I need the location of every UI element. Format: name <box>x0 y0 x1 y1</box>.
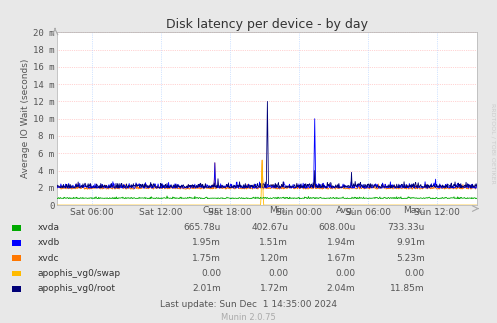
Text: 1.20m: 1.20m <box>259 254 288 263</box>
Text: 608.00u: 608.00u <box>318 223 355 232</box>
Text: Last update: Sun Dec  1 14:35:00 2024: Last update: Sun Dec 1 14:35:00 2024 <box>160 300 337 309</box>
Text: 0.00: 0.00 <box>268 269 288 278</box>
Text: 1.95m: 1.95m <box>192 238 221 247</box>
Text: Munin 2.0.75: Munin 2.0.75 <box>221 313 276 322</box>
Text: 0.00: 0.00 <box>405 269 425 278</box>
Text: 733.33u: 733.33u <box>388 223 425 232</box>
Text: Max:: Max: <box>404 206 425 215</box>
Text: Cur:: Cur: <box>203 206 221 215</box>
Text: xvdc: xvdc <box>37 254 59 263</box>
Text: 1.72m: 1.72m <box>259 284 288 293</box>
Text: RRDTOOL / TOBI OETIKER: RRDTOOL / TOBI OETIKER <box>491 103 496 184</box>
Text: 1.94m: 1.94m <box>327 238 355 247</box>
Text: 2.01m: 2.01m <box>192 284 221 293</box>
Text: apophis_vg0/root: apophis_vg0/root <box>37 284 115 293</box>
Text: 9.91m: 9.91m <box>396 238 425 247</box>
Text: 2.04m: 2.04m <box>327 284 355 293</box>
Text: xvda: xvda <box>37 223 59 232</box>
Title: Disk latency per device - by day: Disk latency per device - by day <box>166 18 368 31</box>
Text: 1.67m: 1.67m <box>327 254 355 263</box>
Text: 11.85m: 11.85m <box>390 284 425 293</box>
Text: 402.67u: 402.67u <box>251 223 288 232</box>
Text: Min:: Min: <box>269 206 288 215</box>
Text: 1.75m: 1.75m <box>192 254 221 263</box>
Text: Avg:: Avg: <box>336 206 355 215</box>
Y-axis label: Average IO Wait (seconds): Average IO Wait (seconds) <box>21 59 30 178</box>
Text: 5.23m: 5.23m <box>396 254 425 263</box>
Text: apophis_vg0/swap: apophis_vg0/swap <box>37 269 120 278</box>
Text: 0.00: 0.00 <box>335 269 355 278</box>
Text: 0.00: 0.00 <box>201 269 221 278</box>
Text: xvdb: xvdb <box>37 238 60 247</box>
Text: 1.51m: 1.51m <box>259 238 288 247</box>
Text: 665.78u: 665.78u <box>184 223 221 232</box>
